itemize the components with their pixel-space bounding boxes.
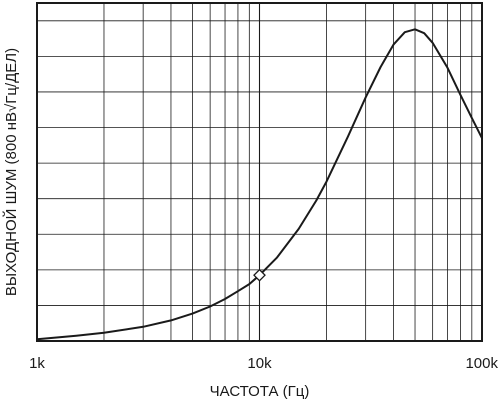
plot-frame: [36, 2, 483, 342]
x-tick-label: 1k: [29, 355, 45, 372]
x-axis-label: ЧАСТОТА (Гц): [210, 383, 310, 400]
grid: [37, 3, 482, 341]
x-tick-labels: 1k 10k 100k: [29, 355, 498, 372]
y-axis-label: ВЫХОДНОЙ ШУМ (800 нВ√Гц/ДЕЛ): [2, 48, 20, 296]
noise-curve-line: [36, 28, 483, 341]
x-tick-label: 10k: [247, 355, 272, 372]
diamond-marker: [253, 268, 266, 282]
x-tick-label: 100k: [465, 355, 498, 372]
